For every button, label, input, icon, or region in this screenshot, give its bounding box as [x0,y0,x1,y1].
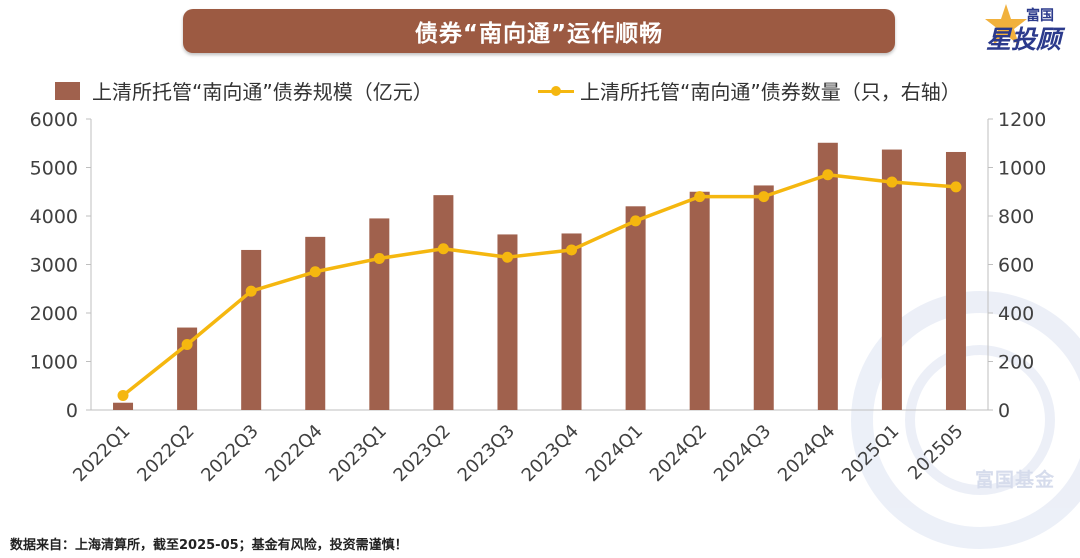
bar [433,195,454,410]
y-left-tick-label: 3000 [30,255,78,277]
line-point [245,285,257,297]
y-left-tick-label: 0 [66,400,78,422]
bar [113,402,134,410]
y-left-tick-label: 2000 [30,303,78,325]
legend-line-label: 上清所托管“南向通”债券数量（只，右轴） [580,80,961,104]
line-series [117,169,962,401]
bar [625,206,646,410]
footer-note: 数据来自：上海清算所，截至2025-05；基金有风险，投资需谨慎！ [10,538,408,553]
legend-bar-label: 上清所托管“南向通”债券规模（亿元） [92,80,433,104]
y-right-tick-label: 400 [998,303,1034,325]
x-tick-label: 2024Q4 [774,421,839,486]
x-tick-label: 2024Q1 [582,421,647,486]
y-left-tick-label: 6000 [30,109,78,131]
line-point [501,251,513,263]
bar [817,142,838,410]
bar [881,149,902,410]
brand-top-text: 富国 [1026,8,1054,24]
line-point [373,252,385,264]
line-point [309,266,321,278]
x-tick-label: 2022Q3 [197,421,262,486]
y-right-tick-label: 1200 [998,109,1046,131]
watermark-logo-icon [851,291,1080,549]
line-point [181,339,193,351]
y-right-tick-label: 800 [998,206,1034,228]
star-icon [985,4,1027,45]
x-tick-label: 2023Q2 [390,421,455,486]
bar [497,234,518,410]
bar [689,191,710,410]
brand-main-text: 星投顾 [986,25,1062,54]
bar [369,218,390,410]
legend-bar-swatch [55,81,80,100]
x-tick-label: 2022Q1 [69,421,134,486]
legend-line-swatch [538,82,574,100]
bar [305,236,326,410]
x-tick-label: 2024Q3 [710,421,775,486]
y-left-tick-label: 4000 [30,206,78,228]
line-point [822,169,834,181]
bar [945,151,966,411]
x-tick-label: 2024Q2 [646,421,711,486]
x-tick-label: 2023Q1 [325,421,390,486]
series-line [121,173,957,397]
line-point [437,243,449,255]
x-tick-label: 2023Q3 [454,421,519,486]
legend-item-bar: 上清所托管“南向通”债券规模（亿元） [55,76,433,105]
y-left-tick-label: 1000 [30,352,78,374]
bar [753,185,774,410]
y-right-tick-label: 0 [998,400,1010,422]
y-right-tick-label: 1000 [998,158,1046,180]
line-point [117,389,129,401]
line-point [950,181,962,193]
y-left-tick-label: 5000 [30,158,78,180]
x-tick-label: 2023Q4 [518,421,583,486]
line-point [694,191,706,203]
line-point [566,244,578,256]
bar-series [113,142,966,411]
x-axis-labels: 2022Q12022Q22022Q32022Q42023Q12023Q22023… [69,421,967,486]
bar [561,233,582,410]
line-point [758,191,770,203]
line-point [630,215,642,227]
x-tick-label: 2022Q2 [133,421,198,486]
watermark-text: 富国基金 [975,469,1056,491]
axes: 0 1000 2000 3000 4000 5000 6000 0 200 400 600 800 10… [30,109,1047,422]
y-right-tick-label: 600 [998,255,1034,277]
bar [241,249,262,410]
brand-logo: 富国 星投顾 [982,2,1078,54]
x-tick-label: 2022Q4 [261,421,326,486]
y-right-tick-label: 200 [998,352,1034,374]
line-point [886,176,898,188]
chart-title: 债券“南向通”运作顺畅 [183,9,895,53]
legend-item-line: 上清所托管“南向通”债券数量（只，右轴） [538,76,961,105]
